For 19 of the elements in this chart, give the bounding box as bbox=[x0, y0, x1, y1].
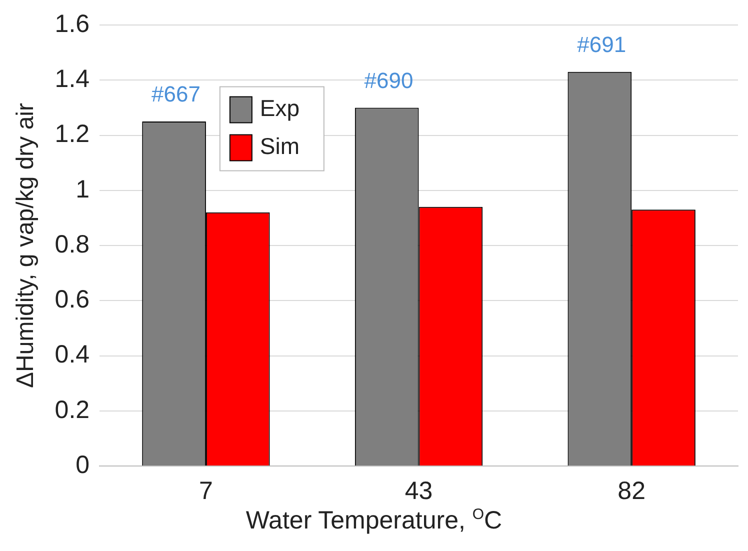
y-tick-label: 0 bbox=[76, 450, 90, 479]
x-tick-label: 43 bbox=[404, 476, 433, 505]
y-tick-label: 1 bbox=[76, 175, 90, 204]
y-tick-label: 0.2 bbox=[54, 396, 90, 424]
annotation: #690 bbox=[364, 68, 414, 93]
x-axis-title: Water Temperature, $^{O}$C bbox=[244, 506, 504, 536]
y-tick-label: 1.4 bbox=[54, 65, 90, 94]
y-tick-label: 0.4 bbox=[54, 340, 90, 369]
legend-label: Exp bbox=[260, 95, 300, 122]
annotation: #691 bbox=[577, 32, 626, 57]
y-axis-title: ΔHumidity, g vap/kg dry air bbox=[12, 102, 40, 388]
x-tick-label: 82 bbox=[618, 476, 646, 505]
y-tick-label: 0.6 bbox=[54, 286, 90, 314]
y-tick-label: 0.8 bbox=[54, 230, 90, 258]
y-tick-label: 1.6 bbox=[54, 10, 90, 38]
y-tick-label: 1.2 bbox=[54, 120, 90, 148]
annotation: #667 bbox=[151, 82, 200, 107]
legend-label: Sim bbox=[260, 133, 300, 160]
x-tick-label: 7 bbox=[199, 476, 213, 505]
